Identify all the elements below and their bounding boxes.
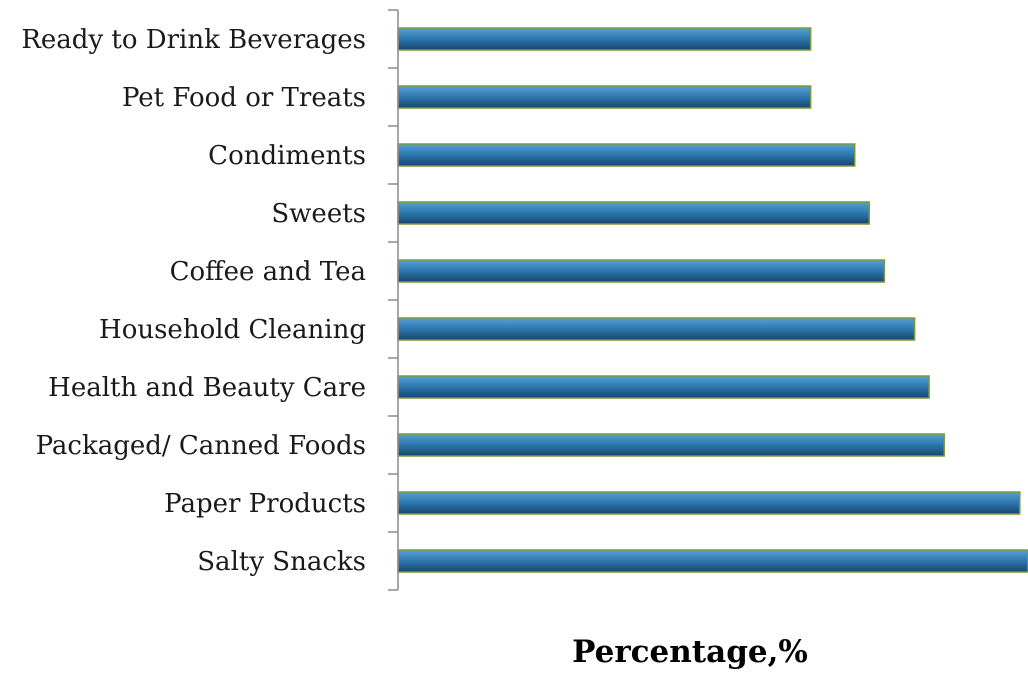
bar xyxy=(397,491,1021,515)
y-axis xyxy=(388,9,399,591)
bar xyxy=(397,85,812,109)
category-label: Condiments xyxy=(208,141,366,171)
category-label: Salty Snacks xyxy=(197,547,366,577)
bar xyxy=(397,433,945,457)
bar xyxy=(397,201,870,225)
category-label: Coffee and Tea xyxy=(170,257,366,287)
bar xyxy=(397,549,1028,573)
category-label: Packaged/ Canned Foods xyxy=(36,431,366,461)
category-label: Paper Products xyxy=(164,489,366,519)
bar xyxy=(397,259,886,283)
bar xyxy=(397,143,856,167)
category-label: Household Cleaning xyxy=(99,315,366,345)
bar xyxy=(397,375,930,399)
bar xyxy=(397,27,812,51)
bar xyxy=(397,317,916,341)
category-label: Sweets xyxy=(271,199,366,229)
x-axis-title: Percentage,% xyxy=(572,634,808,670)
category-label: Pet Food or Treats xyxy=(122,83,366,113)
bars-layer xyxy=(397,27,1028,573)
category-label: Health and Beauty Care xyxy=(48,373,366,403)
category-labels: Ready to Drink Beverages Pet Food or Trea… xyxy=(21,25,366,577)
category-label: Ready to Drink Beverages xyxy=(21,25,366,55)
